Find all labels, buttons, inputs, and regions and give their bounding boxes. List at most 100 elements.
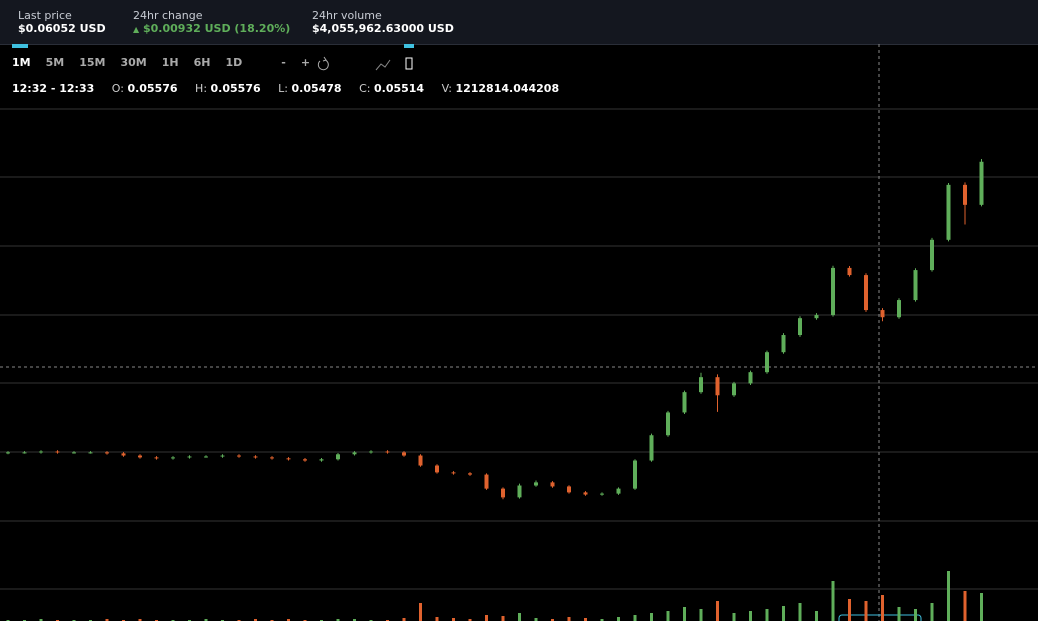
line-icon[interactable] (375, 59, 391, 71)
candle-body (682, 392, 687, 413)
candle-body (897, 300, 901, 318)
volume-bar (567, 617, 571, 621)
candle-body (831, 267, 835, 316)
volume-bar (881, 595, 884, 621)
volume-bar (765, 609, 769, 621)
header: Last price $0.06052 USD 24hr change ▲ $0.0… (0, 0, 1038, 45)
candle-body (369, 451, 373, 453)
volume-bar (485, 615, 488, 621)
volume-bar (419, 603, 422, 621)
volume-bar (254, 619, 257, 621)
label: L: (278, 82, 288, 95)
volume-bar (452, 618, 455, 621)
volume-bar (914, 609, 917, 621)
candle-body (286, 458, 291, 460)
volume-bar (39, 619, 43, 621)
candle-body (583, 492, 588, 495)
volume-bar (650, 613, 653, 621)
value: $0.06052 USD (18, 22, 106, 35)
active-marker (404, 44, 414, 48)
candle-body (517, 485, 522, 498)
candle-body (930, 239, 934, 271)
candle-body (385, 451, 390, 453)
volume-bar (105, 619, 109, 621)
candle-body (501, 488, 505, 498)
ohlc-bar: 12:32 - 12:33 O: 0.05576 H: 0.05576 L: 0… (12, 82, 573, 95)
value: ▲ $0.00932 USD (18.20%) (133, 22, 291, 35)
reset-icon[interactable] (317, 56, 329, 71)
zoom-in[interactable]: + (300, 56, 311, 69)
candle-body (187, 456, 192, 458)
grid (0, 108, 1038, 590)
volume: 24hr volume $4,055,962.63000 USD (312, 9, 454, 35)
candle-body (237, 455, 241, 457)
volume-bar (402, 618, 406, 621)
volume-bar (848, 599, 851, 621)
change: 24hr change ▲ $0.00932 USD (18.20%) (133, 9, 290, 35)
candle-body (303, 459, 307, 461)
value: 1212814.044208 (455, 82, 560, 95)
volume-bar (138, 619, 142, 621)
candle-body (567, 486, 571, 493)
candle-body (270, 457, 274, 459)
zoom-out[interactable]: - (281, 56, 286, 69)
interval-button[interactable]: 1M (12, 56, 31, 69)
candle-body (138, 455, 142, 458)
volume-bar (897, 607, 901, 621)
candle-body (121, 453, 126, 456)
value-text: $0.00932 USD (18.20%) (143, 22, 291, 35)
volume-bar (551, 619, 554, 621)
last-price: Last price $0.06052 USD (18, 9, 106, 35)
label: H: (195, 82, 208, 95)
volume-bar (749, 611, 752, 621)
volume-bar (732, 613, 736, 621)
candle-body (633, 460, 637, 489)
candle-body (435, 465, 439, 473)
interval-button[interactable]: 5M (45, 56, 65, 69)
candle-body (468, 473, 472, 475)
candle-icon[interactable] (405, 57, 413, 70)
label: C: (359, 82, 371, 95)
interval-button[interactable]: 30M (120, 56, 147, 69)
candle-body (798, 318, 802, 336)
label: Last price (18, 9, 72, 22)
candle-body (732, 383, 736, 396)
candle-body (22, 452, 27, 454)
candle-body (600, 493, 604, 495)
interval-button[interactable]: 6H (193, 56, 211, 69)
volume-bar (798, 603, 802, 621)
label: 24hr change (133, 9, 203, 22)
time: 12:32 - 12:33 (12, 82, 95, 95)
value: $4,055,962.63000 USD (312, 22, 454, 35)
interval-button[interactable]: 15M (79, 56, 106, 69)
value: 0.05576 (210, 82, 261, 95)
candle-body (699, 377, 703, 393)
candle-body (402, 452, 406, 456)
volume-bar (864, 601, 868, 621)
volume-bar (617, 617, 620, 621)
interval-button[interactable]: 1H (161, 56, 179, 69)
volume-bar (716, 601, 719, 621)
active-marker (12, 44, 28, 48)
candle-body (616, 488, 621, 494)
volume-bar (963, 591, 967, 621)
volume-bar (584, 618, 587, 621)
candle-body (72, 452, 76, 454)
candle-body (814, 315, 819, 319)
volume-bar (518, 613, 521, 621)
volume-bar (930, 603, 934, 621)
candle-body (550, 482, 555, 487)
candle-body (39, 451, 43, 453)
candle-body (847, 267, 852, 276)
candle-body (55, 451, 60, 453)
volume-bar (435, 617, 439, 621)
volume-bar (600, 619, 604, 621)
interval-button[interactable]: 1D (225, 56, 243, 69)
candle-body (105, 452, 109, 454)
candle-body (319, 459, 324, 461)
volume-bar (782, 606, 785, 621)
toolbar: 1M 5M 15M 30M 1H 6H 1D - + (12, 56, 325, 69)
candle-body (204, 456, 208, 458)
value: 0.05514 (373, 82, 425, 95)
